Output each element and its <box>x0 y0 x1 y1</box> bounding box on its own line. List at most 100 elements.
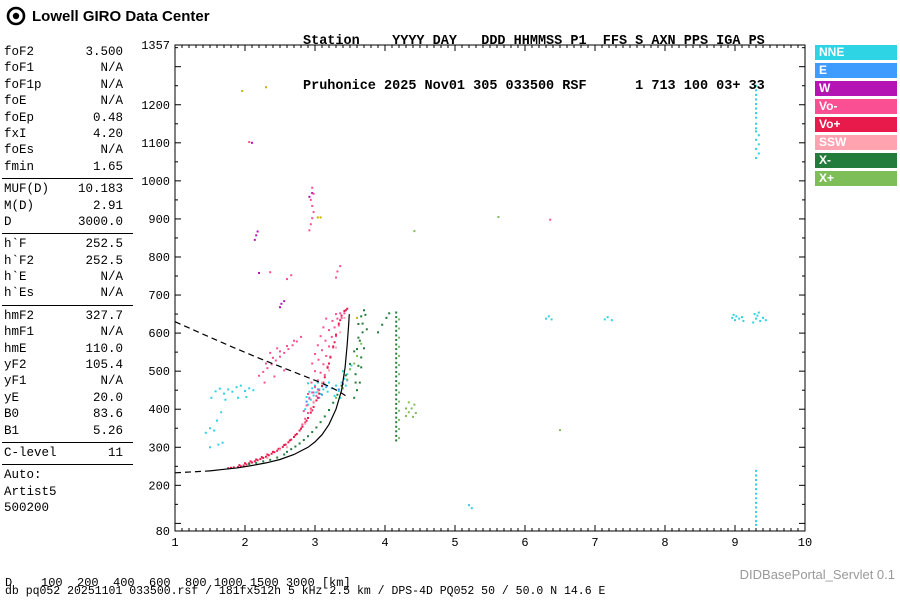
param-label: hmF1 <box>4 325 35 340</box>
param-row: fxI 4.20 <box>2 127 133 143</box>
param-value: N/A <box>100 61 123 76</box>
param-row: foEp 0.48 <box>2 111 133 127</box>
y-axis-ticks <box>175 47 805 524</box>
x-tick-label: 8 <box>661 536 668 550</box>
param-value: 20.0 <box>92 390 123 405</box>
station-header-columns: Station YYYY DAY DDD HHMMSS P1 FFS S AXN… <box>303 34 765 49</box>
param-value: 5.26 <box>92 423 123 438</box>
param-row: B1 5.26 <box>2 424 133 440</box>
series-voplus <box>227 307 349 470</box>
legend-item-xplus: X+ <box>815 171 897 186</box>
param-divider <box>2 441 133 443</box>
param-label: yF2 <box>4 358 27 373</box>
param-value: N/A <box>100 374 123 389</box>
param-value: 1.65 <box>92 159 123 174</box>
x-tick-label: 2 <box>241 536 248 550</box>
param-row: yF1 N/A <box>2 374 133 390</box>
param-row: h`Es N/A <box>2 286 133 302</box>
param-value: N/A <box>100 77 123 92</box>
param-label: yE <box>4 390 20 405</box>
giro-logo-icon <box>6 6 26 26</box>
y-tick-label: 800 <box>148 251 170 265</box>
param-divider <box>2 233 133 235</box>
param-label: B0 <box>4 407 20 422</box>
param-value: 10.183 <box>77 182 123 197</box>
param-label: h`F <box>4 237 27 252</box>
param-row: h`F 252.5 <box>2 237 133 253</box>
param-label: foF1p <box>4 77 42 92</box>
legend-item-e: E <box>815 63 897 78</box>
param-row: MUF(D) 10.183 <box>2 182 133 198</box>
param-value: 0.48 <box>92 110 123 125</box>
muf-table: D 100 200 400 600 800 1000 1500 3000 [km… <box>5 550 358 600</box>
direction-legend: NNE E W Vo- Vo+ SSW X- X+ <box>815 45 897 189</box>
param-label: foF1 <box>4 61 35 76</box>
param-row: hmF2 327.7 <box>2 309 133 325</box>
param-value: 3.500 <box>85 45 123 59</box>
series-nne <box>204 84 767 526</box>
param-value: 110.0 <box>85 341 123 356</box>
x-tick-label: 3 <box>311 536 318 550</box>
param-value: 83.6 <box>92 407 123 422</box>
y-tick-label: 1100 <box>141 137 170 151</box>
station-header-values: Pruhonice 2025 Nov01 305 033500 RSF 1 71… <box>303 79 765 94</box>
record-info-line: db pq052 20251101 033500.rsf / 181fx512h… <box>5 585 606 598</box>
y-axis-labels: 200 300 400 500 600 700 800 900 1000 1100 1200 1357… <box>141 39 170 539</box>
param-value: N/A <box>100 94 123 109</box>
param-label: h`E <box>4 270 27 285</box>
profile-extrapolation <box>174 470 211 474</box>
param-value: N/A <box>100 143 123 158</box>
param-row: yE 20.0 <box>2 391 133 407</box>
param-label: h`F2 <box>4 253 35 268</box>
param-label: M(D) <box>4 198 35 213</box>
brand-title: Lowell GIRO Data Center <box>32 7 210 25</box>
param-divider <box>2 178 133 180</box>
param-label: B1 <box>4 423 20 438</box>
series-w <box>251 141 314 309</box>
y-edge-label: 1357 <box>141 39 170 53</box>
param-label: Auto: <box>4 468 42 483</box>
param-value: 105.4 <box>85 358 123 373</box>
param-value: N/A <box>100 286 123 301</box>
param-row: M(D) 2.91 <box>2 199 133 215</box>
y-tick-label: 400 <box>148 403 170 417</box>
param-value: N/A <box>100 270 123 285</box>
param-label: fmin <box>4 159 35 174</box>
legend-item-ssw: SSW <box>815 135 897 150</box>
param-row: fmin 1.65 <box>2 160 133 176</box>
x-tick-label: 5 <box>451 536 458 550</box>
param-row: Auto: <box>2 468 133 484</box>
legend-item-w: W <box>815 81 897 96</box>
param-label: fxI <box>4 126 27 141</box>
param-row: yF2 105.4 <box>2 358 133 374</box>
legend-item-nne: NNE <box>815 45 897 60</box>
transmission-curve <box>174 321 347 397</box>
parameter-panel: foF2 3.500 foF1 N/A foF1p N/A foE N/A foEp 0.48 fx… <box>2 45 133 518</box>
param-label: foF2 <box>4 45 35 59</box>
param-row: foF2 3.500 <box>2 45 133 61</box>
param-label: h`Es <box>4 286 35 301</box>
y-tick-label: 1200 <box>141 99 170 113</box>
y-tick-label: 900 <box>148 213 170 227</box>
y-tick-label: 500 <box>148 365 170 379</box>
param-row: foF1p N/A <box>2 78 133 94</box>
param-divider <box>2 464 133 466</box>
x-tick-label: 7 <box>591 536 598 550</box>
x-tick-label: 10 <box>798 536 812 550</box>
param-label: D <box>4 214 12 229</box>
legend-item-vominus: Vo- <box>815 99 897 114</box>
series-vominus <box>248 141 552 426</box>
param-value: 3000.0 <box>77 214 123 229</box>
legend-item-voplus: Vo+ <box>815 117 897 132</box>
series-unlabeledminusyellow <box>241 86 358 319</box>
param-value: 252.5 <box>85 253 123 268</box>
param-label: foEs <box>4 143 35 158</box>
param-label: 500200 <box>4 501 50 516</box>
y-tick-label: 300 <box>148 441 170 455</box>
param-row: foF1 N/A <box>2 61 133 77</box>
x-tick-label: 1 <box>171 536 178 550</box>
param-value: 252.5 <box>85 237 123 252</box>
param-row: h`F2 252.5 <box>2 254 133 270</box>
